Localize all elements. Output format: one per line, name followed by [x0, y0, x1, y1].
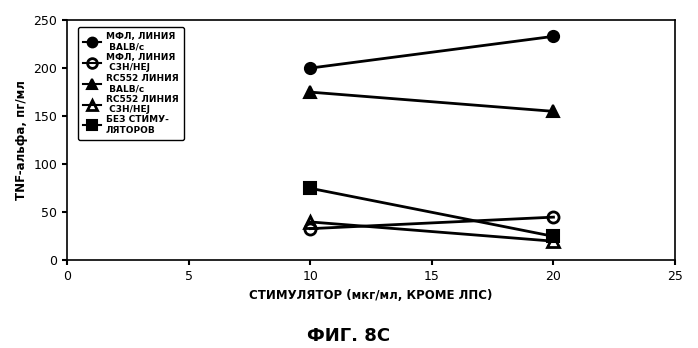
Text: ФИГ. 8С: ФИГ. 8С — [307, 326, 391, 345]
RC552  — [306, 220, 315, 224]
Line: МФЛ, : МФЛ, — [305, 31, 559, 74]
БЕЗ СТИМУ-
ЛЯТОРОВ — [549, 234, 558, 238]
X-axis label: СТИМУЛЯТОР (мкг/мл, КРОМЕ ЛПС): СТИМУЛЯТОР (мкг/мл, КРОМЕ ЛПС) — [249, 289, 493, 302]
Line: RC552 : RC552 — [305, 216, 559, 247]
МФЛ,  — [549, 215, 558, 219]
БЕЗ СТИМУ-
ЛЯТОРОВ — [306, 186, 315, 190]
Line: БЕЗ СТИМУ-
ЛЯТОРОВ: БЕЗ СТИМУ- ЛЯТОРОВ — [305, 183, 559, 242]
МФЛ,  — [549, 34, 558, 38]
Legend: МФЛ, ЛИНИЯ
 BALB/c, МФЛ, ЛИНИЯ
 С3Н/НЕJ, RC552 ЛИНИЯ
 BALB/c, RC552 ЛИНИЯ
 С3Н/Н: МФЛ, ЛИНИЯ BALB/c, МФЛ, ЛИНИЯ С3Н/НЕJ, R… — [77, 27, 184, 140]
RC552  — [549, 109, 558, 113]
Y-axis label: TNF-альфа, пг/мл: TNF-альфа, пг/мл — [15, 80, 28, 200]
МФЛ,  — [306, 66, 315, 70]
Line: RC552 : RC552 — [305, 87, 559, 117]
МФЛ,  — [306, 227, 315, 231]
RC552  — [549, 239, 558, 243]
RC552  — [306, 90, 315, 94]
Line: МФЛ, : МФЛ, — [305, 212, 559, 234]
